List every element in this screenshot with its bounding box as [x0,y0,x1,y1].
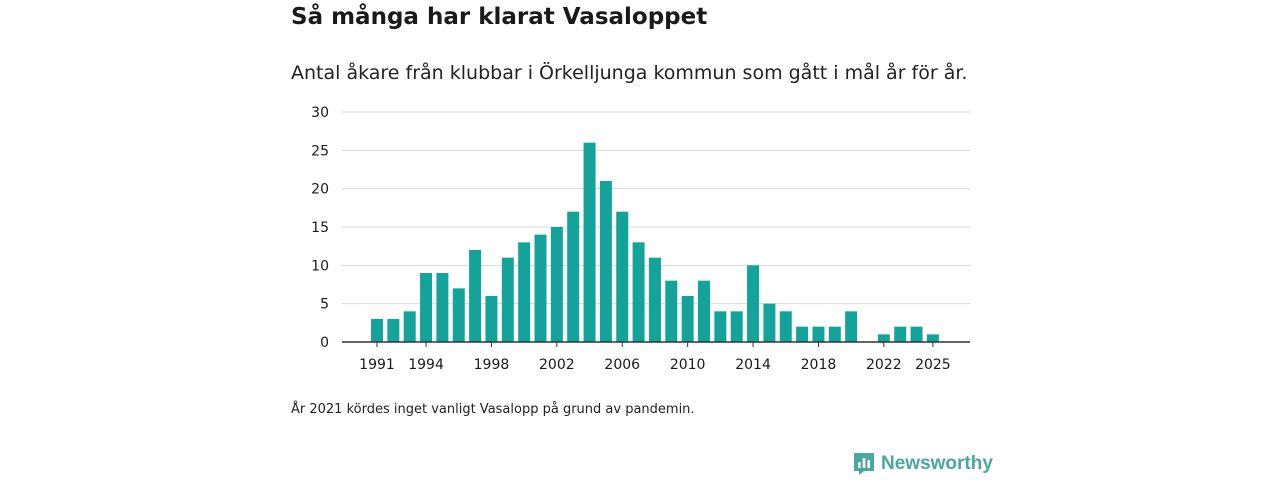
footnote: År 2021 kördes inget vanligt Vasalopp på… [291,402,695,417]
bar-2002 [550,227,563,342]
bar-2016 [779,311,792,342]
bar-2015 [763,303,776,342]
x-tick-label: 1998 [474,357,510,373]
x-tick-label: 1994 [408,357,444,373]
y-tick-label: 30 [311,105,329,121]
bar-2017 [796,326,809,342]
bar-2010 [681,296,694,342]
bar-1998 [485,296,498,342]
bars [371,142,939,342]
y-tick-label: 15 [311,220,329,236]
bar-2020 [845,311,858,342]
chart-title: Så många har klarat Vasaloppet [291,4,708,30]
newsworthy-logo-icon [854,453,874,475]
bar-2011 [698,280,710,342]
x-tick-label: 2022 [866,357,902,373]
x-tick-label: 2014 [735,357,771,373]
bar-1995 [436,273,449,342]
bar-1992 [387,319,400,342]
brand-logo[interactable]: Newsworthy [853,452,993,476]
x-tick-label: 2025 [915,357,951,373]
bar-1999 [501,257,514,342]
bar-2014 [747,265,760,342]
bar-2000 [518,242,531,342]
bar-1996 [452,288,465,342]
bar-1997 [469,250,482,342]
bar-2018 [812,326,825,342]
bar-1994 [420,273,433,342]
bar-2013 [730,311,743,342]
bar-2012 [714,311,727,342]
bar-2009 [665,280,678,342]
bar-2001 [534,234,547,342]
bar-2022 [877,334,890,342]
x-tick-label: 2006 [604,357,640,373]
bar-1993 [403,311,416,342]
x-tick-label: 2010 [670,357,706,373]
chart-subtitle: Antal åkare från klubbar i Örkelljunga k… [291,62,968,84]
bar-2023 [894,326,907,342]
y-tick-label: 5 [320,297,329,313]
y-tick-label: 0 [320,335,329,351]
bar-2007 [632,242,645,342]
bar-2006 [616,211,629,342]
bar-2019 [828,326,841,342]
bar-2008 [648,257,661,342]
x-tick-label: 1991 [359,357,395,373]
y-tick-label: 10 [311,258,329,274]
bar-2005 [599,181,612,342]
x-tick-label: 2018 [801,357,837,373]
brand-name: Newsworthy [881,453,993,474]
x-tick-label: 2002 [539,357,575,373]
y-tick-label: 20 [311,182,329,198]
y-tick-label: 25 [311,143,329,159]
bar-2025 [926,334,939,342]
bar-1991 [371,319,383,342]
bar-2003 [567,211,580,342]
bar-2004 [583,142,596,342]
bar-2024 [910,326,923,342]
